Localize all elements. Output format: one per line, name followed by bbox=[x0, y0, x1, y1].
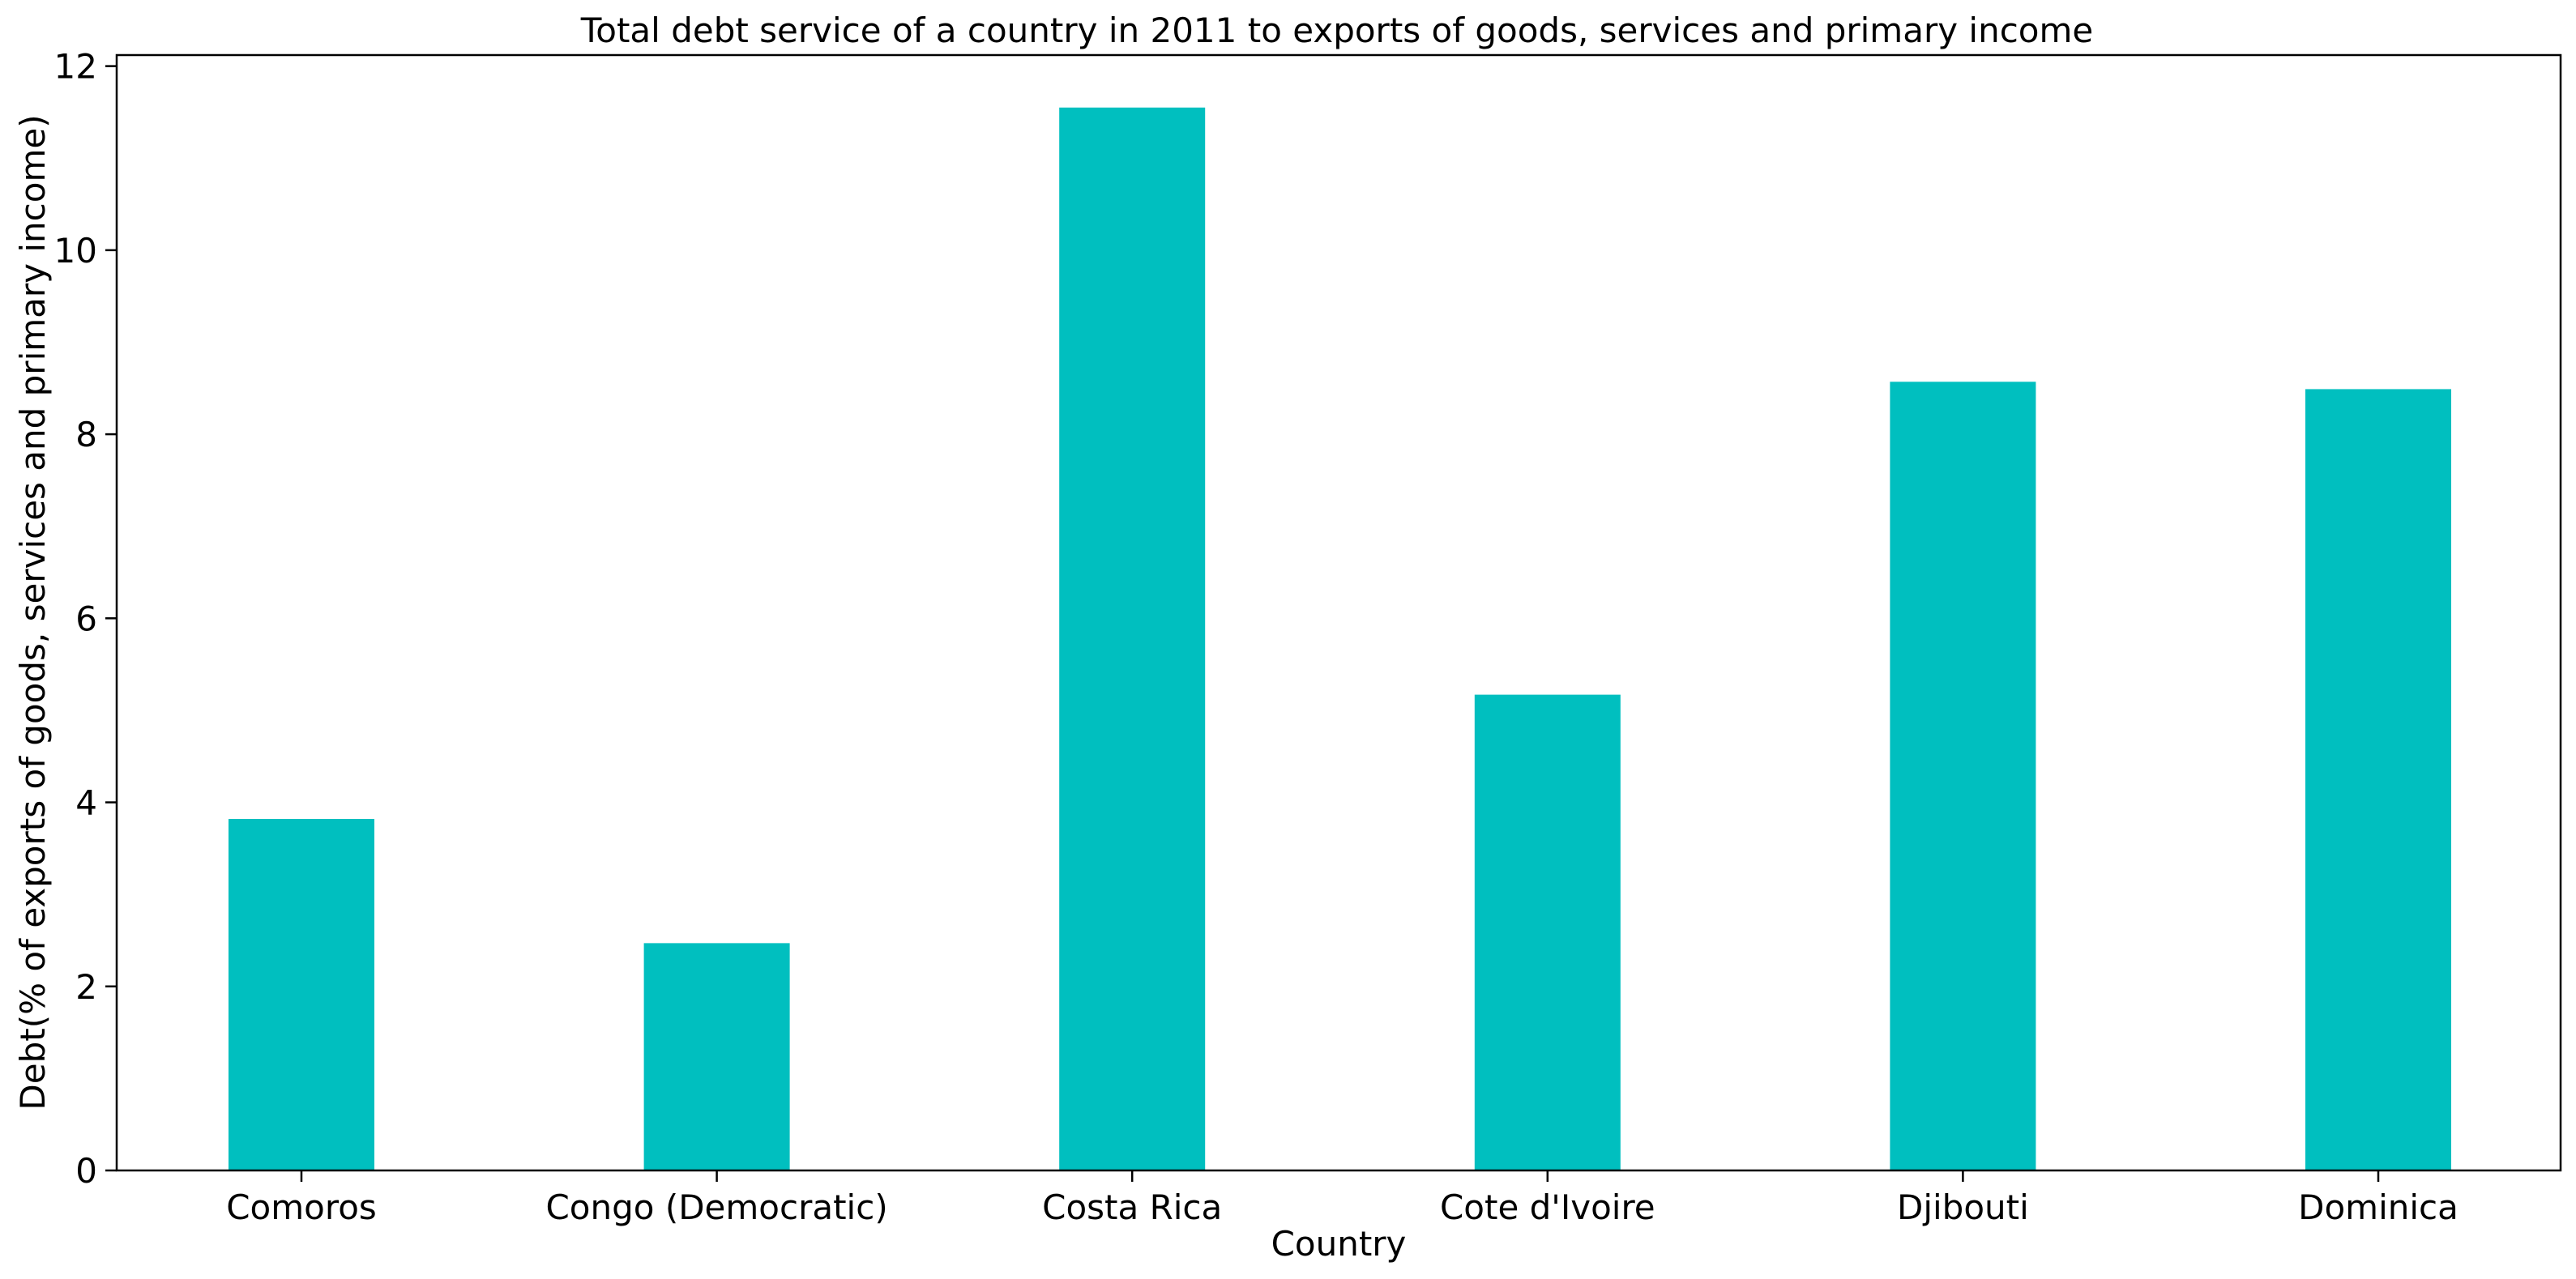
plot-area bbox=[229, 107, 2451, 1171]
bar-2 bbox=[1059, 107, 1206, 1171]
x-tick-label-0: Comoros bbox=[226, 1187, 377, 1227]
y-tick-label-6: 12 bbox=[54, 47, 97, 87]
y-tick-label-0: 0 bbox=[75, 1151, 97, 1191]
x-axis-label: Country bbox=[1271, 1224, 1407, 1264]
y-tick-label-3: 6 bbox=[75, 599, 97, 638]
x-tick-label-3: Cote d'Ivoire bbox=[1440, 1187, 1655, 1227]
bar-1 bbox=[643, 943, 790, 1170]
plot-frame bbox=[115, 53, 2562, 1172]
y-axis-label: Debt(% of exports of goods, services and… bbox=[13, 114, 53, 1110]
chart-title: Total debt service of a country in 2011 … bbox=[580, 11, 2094, 50]
y-tick-label-4: 8 bbox=[75, 415, 97, 454]
x-axis: Comoros Congo (Democratic) Costa Rica Cote … bbox=[226, 1170, 2459, 1227]
bar-4 bbox=[1890, 382, 2036, 1170]
y-tick-label-5: 10 bbox=[54, 231, 97, 271]
y-tick-label-2: 4 bbox=[75, 783, 97, 823]
bar-0 bbox=[229, 818, 374, 1170]
y-tick-label-1: 2 bbox=[75, 967, 97, 1007]
bar-5 bbox=[2305, 389, 2451, 1170]
x-tick-label-2: Costa Rica bbox=[1042, 1187, 1222, 1227]
y-axis: 0 2 4 6 8 10 12 bbox=[54, 47, 117, 1191]
bar-3 bbox=[1474, 694, 1621, 1170]
x-tick-label-4: Djibouti bbox=[1897, 1187, 2029, 1227]
x-tick-label-5: Dominica bbox=[2298, 1187, 2459, 1227]
x-tick-label-1: Congo (Democratic) bbox=[545, 1187, 887, 1227]
